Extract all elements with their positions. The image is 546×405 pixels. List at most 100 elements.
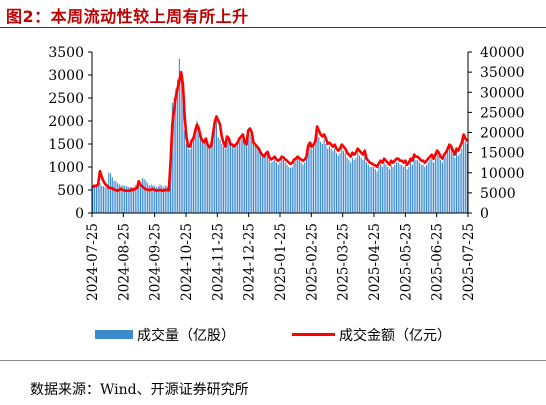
volume-bar (152, 185, 154, 213)
left-tick-label: 3500 (48, 45, 84, 61)
x-tick-label: 2024-12-25 (242, 223, 258, 301)
left-tick-label: 0 (75, 206, 84, 222)
volume-bar (321, 144, 323, 213)
volume-bar (117, 183, 119, 213)
legend-volume-label: 成交量（亿股） (137, 327, 235, 344)
volume-bar (436, 153, 438, 213)
volume-bar (212, 130, 214, 213)
left-tick-label: 2500 (48, 91, 84, 107)
volume-bar (247, 130, 249, 213)
volume-bar (395, 162, 398, 213)
volume-bar (434, 157, 436, 213)
volume-bar (337, 155, 339, 213)
volume-bar (330, 148, 332, 213)
volume-bar (224, 148, 226, 213)
volume-bar (244, 144, 246, 213)
volume-bar (102, 186, 105, 213)
volume-bar (410, 162, 412, 213)
left-tick-label: 1500 (48, 137, 84, 153)
volume-bar (141, 178, 143, 213)
volume-bar (182, 93, 184, 213)
volume-bar (353, 160, 355, 213)
source-note: 数据来源：Wind、开源证券研究所 (30, 382, 249, 398)
volume-bar (425, 164, 428, 213)
volume-bar (258, 148, 260, 213)
volume-bar (157, 186, 159, 213)
volume-bar (237, 144, 239, 213)
volume-bar (454, 157, 456, 213)
volume-bar (136, 186, 138, 213)
volume-bar (427, 162, 429, 213)
volume-bar (147, 183, 149, 213)
axes (88, 51, 472, 217)
right-tick-label: 35000 (480, 65, 525, 81)
volume-bar (240, 139, 242, 213)
volume-bar (378, 167, 380, 213)
volume-bar (302, 164, 304, 213)
volume-bar (311, 148, 313, 213)
volume-bar (314, 144, 316, 213)
left-axis-ticks: 0 500 1000 1500 2000 2500 3000 3500 (48, 45, 84, 222)
left-tick-label: 3000 (48, 68, 84, 84)
volume-bar (268, 160, 270, 213)
volume-bar (185, 144, 187, 213)
left-tick-label: 2000 (48, 114, 84, 130)
volume-bar (408, 167, 410, 213)
volume-bar (166, 186, 168, 213)
volume-bar (464, 141, 466, 213)
x-tick-label: 2025-03-25 (336, 223, 352, 301)
volume-bar (108, 172, 110, 213)
volume-bar (385, 164, 387, 213)
volume-bar (406, 169, 408, 213)
volume-bar (263, 157, 265, 213)
volume-bar (441, 162, 443, 213)
volume-bar (171, 102, 173, 213)
volume-bar (256, 146, 258, 213)
volume-bar (159, 184, 161, 213)
volume-bar (215, 121, 217, 213)
x-tick-label: 2024-10-25 (179, 223, 195, 301)
volume-bar (293, 162, 295, 213)
x-tick-label: 2025-07-25 (461, 223, 477, 301)
volume-bar (230, 144, 232, 213)
volume-bar (192, 139, 195, 213)
volume-bar (376, 171, 378, 213)
volume-bar (228, 141, 230, 213)
volume-bar (418, 162, 420, 213)
volume-bar (122, 185, 124, 213)
volume-bar (265, 153, 267, 213)
volume-bar (106, 185, 108, 213)
volume-bar (304, 162, 306, 213)
volume-bar (307, 146, 309, 213)
volume-bar (355, 157, 357, 213)
volume-bar (208, 148, 210, 213)
volume-bar (348, 160, 350, 213)
x-tick-label: 2024-09-25 (148, 223, 164, 301)
figure-title: 图2：本周流动性较上周有所上升 (6, 7, 249, 26)
volume-bar (335, 153, 338, 213)
volume-bar (411, 164, 413, 213)
volume-bar (200, 137, 202, 213)
volume-bar (463, 137, 465, 213)
volume-bar (99, 183, 101, 213)
volume-bar (145, 180, 147, 213)
volume-bar (284, 162, 286, 213)
volume-bar (327, 148, 329, 213)
volume-bar (380, 164, 382, 213)
volume-bar (178, 58, 180, 214)
volume-bar (203, 144, 205, 213)
volume-bar (115, 181, 117, 213)
volume-bar (320, 141, 322, 213)
volume-bar (175, 88, 177, 213)
volume-bar (290, 167, 292, 213)
x-tick-label: 2025-06-25 (430, 223, 446, 301)
x-tick-label: 2025-01-25 (273, 223, 289, 301)
volume-bar (452, 153, 454, 213)
x-tick-label: 2024-11-25 (210, 223, 226, 301)
volume-bar (351, 157, 353, 213)
volume-bar (362, 160, 364, 213)
volume-bar (196, 121, 198, 213)
volume-bar (461, 148, 463, 213)
volume-bar (214, 123, 216, 213)
volume-bar (277, 164, 279, 213)
